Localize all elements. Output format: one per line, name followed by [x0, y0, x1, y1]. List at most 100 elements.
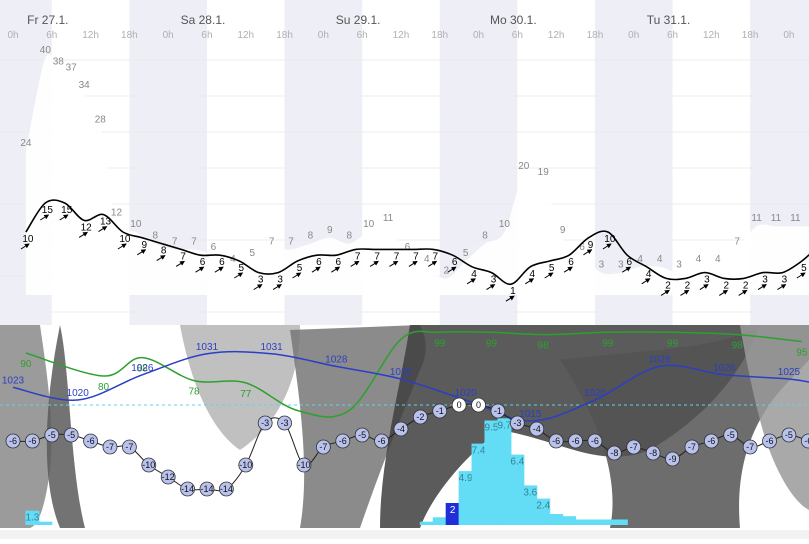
wind-speed-label: 6	[626, 257, 632, 268]
gust-label: 5	[249, 248, 255, 259]
gust-label: 2	[443, 265, 449, 276]
hour-label: 6h	[201, 30, 212, 41]
temperature-label: -6	[572, 436, 580, 446]
temperature-label: -6	[339, 436, 347, 446]
cloud-area	[740, 325, 809, 510]
gust-label: 9	[560, 225, 566, 236]
wind-speed-label: 8	[161, 246, 167, 257]
precip-bar	[25, 510, 40, 525]
pressure-label: 1020	[67, 388, 90, 399]
wind-speed-label: 5	[801, 263, 807, 274]
pressure-label: 1026	[713, 363, 736, 374]
temperature-label: -12	[162, 472, 175, 482]
wind-direction-arrow	[602, 243, 612, 250]
hour-label: 12h	[393, 30, 410, 41]
precip-label: 2.4	[536, 501, 550, 512]
wind-direction-arrow	[59, 214, 69, 221]
wind-direction-arrow	[660, 289, 670, 296]
gust-label: 11	[751, 213, 762, 224]
wind-speed-label: 10	[119, 234, 131, 245]
day-label: Su 29.1.	[336, 13, 381, 27]
gust-label: 10	[499, 219, 511, 230]
day-label: Tu 31.1.	[647, 13, 691, 27]
wind-speed-label: 15	[61, 205, 73, 216]
temperature-marker	[645, 445, 661, 461]
hour-label: 0h	[783, 30, 794, 41]
gust-area	[25, 53, 809, 295]
temperature-label: -6	[707, 436, 715, 446]
temperature-label: -6	[378, 436, 386, 446]
precip-bar	[562, 516, 577, 525]
hour-label: 12h	[548, 30, 565, 41]
gust-label: 8	[308, 231, 314, 242]
gust-label: 10	[130, 219, 142, 230]
precip-bar	[419, 521, 434, 525]
temperature-label: -2	[416, 412, 424, 422]
wind-direction-arrow	[40, 214, 50, 221]
precip-label: 2	[450, 505, 456, 516]
temperature-label: -14	[200, 484, 213, 494]
wind-speed-label: 2	[723, 280, 729, 291]
wind-speed-label: 2	[685, 280, 691, 291]
gust-label: 11	[771, 213, 782, 224]
gust-label: 4	[424, 254, 430, 265]
wind-direction-arrow	[98, 226, 108, 233]
temperature-marker	[432, 403, 448, 419]
pressure-label: 1031	[196, 342, 219, 353]
precip-bar	[432, 517, 447, 525]
precip-bar	[600, 519, 615, 525]
gust-label: 38	[53, 57, 65, 68]
precip-bar	[536, 498, 551, 525]
wind-direction-arrow	[466, 278, 476, 285]
temperature-marker	[238, 457, 254, 473]
hour-label: 18h	[276, 30, 293, 41]
temperature-label: -5	[785, 430, 793, 440]
temperature-marker	[24, 433, 40, 449]
gust-label: 8	[482, 231, 488, 242]
gust-label: 3	[618, 260, 624, 271]
gust-label: 4	[657, 254, 663, 265]
wind-speed-label: 4	[646, 269, 652, 280]
hour-label: 18h	[431, 30, 448, 41]
humidity-label: 78	[188, 387, 200, 398]
wind-speed-label: 4	[529, 269, 535, 280]
temperature-marker	[63, 427, 79, 443]
wind-speed-label: 3	[277, 275, 283, 286]
temperature-marker	[374, 433, 389, 449]
temperature-marker	[121, 439, 137, 455]
wind-speed-label: 1	[510, 286, 516, 297]
wind-speed-label: 3	[782, 275, 788, 286]
gust-label: 19	[538, 167, 550, 178]
wind-speed-label: 12	[81, 222, 93, 233]
temperature-marker	[5, 433, 21, 449]
hour-label: 6h	[512, 30, 523, 41]
temperature-marker	[587, 433, 603, 449]
gust-label: 37	[66, 62, 78, 73]
wind-direction-arrow	[544, 272, 554, 279]
wind-direction-arrow	[563, 266, 573, 273]
temperature-label: -1	[494, 406, 502, 416]
pressure-label: 1015	[519, 409, 542, 420]
humidity-label: 90	[20, 359, 32, 370]
gust-label: 8	[152, 231, 158, 242]
cloud-area	[290, 325, 426, 528]
precip-bar	[497, 418, 512, 525]
temperature-marker	[218, 481, 234, 497]
gust-label: 4	[696, 254, 702, 265]
temperature-marker	[703, 433, 719, 449]
hour-label: 0h	[163, 30, 174, 41]
temperature-label: -6	[9, 436, 17, 446]
temperature-marker	[141, 457, 157, 473]
wind-direction-arrow	[350, 260, 360, 267]
temperature-label: -6	[552, 436, 560, 446]
temperature-marker	[315, 439, 331, 455]
precip-bar	[523, 485, 538, 525]
wind-direction-arrow	[738, 289, 748, 296]
hour-label: 12h	[237, 30, 254, 41]
temperature-marker	[665, 451, 680, 467]
temperature-label: -9	[669, 454, 677, 464]
humidity-label: 77	[240, 389, 252, 400]
gust-label: 3	[676, 260, 682, 271]
pressure-label: 1028	[325, 354, 348, 365]
precip-label: 3.6	[523, 487, 537, 498]
